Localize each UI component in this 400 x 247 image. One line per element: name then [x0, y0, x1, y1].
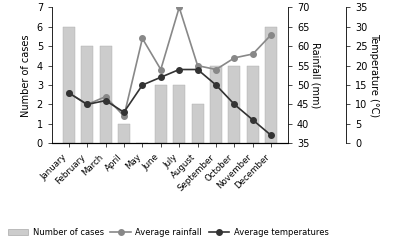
Average temperatures: [195, 68, 200, 71]
Y-axis label: Temperature (°C): Temperature (°C): [369, 33, 379, 117]
Average temperatures: [269, 134, 274, 137]
Average temperatures: [177, 68, 182, 71]
Bar: [228, 66, 240, 143]
Average rainfall: [269, 33, 274, 36]
Bar: [118, 124, 130, 143]
Average temperatures: [232, 103, 237, 106]
Bar: [210, 66, 222, 143]
Average rainfall: [140, 37, 145, 40]
Average temperatures: [122, 111, 126, 114]
Line: Average rainfall: Average rainfall: [66, 5, 274, 119]
Average rainfall: [122, 115, 126, 118]
Average temperatures: [214, 83, 218, 86]
Bar: [100, 46, 112, 143]
Average rainfall: [177, 6, 182, 9]
Y-axis label: Rainfall (mm): Rainfall (mm): [311, 42, 321, 108]
Bar: [63, 27, 75, 143]
Legend: Number of cases, Average rainfall, Average temperatures: Number of cases, Average rainfall, Avera…: [4, 225, 332, 240]
Bar: [265, 27, 277, 143]
Average rainfall: [158, 68, 163, 71]
Average temperatures: [66, 91, 71, 94]
Line: Average temperatures: Average temperatures: [66, 67, 274, 138]
Average temperatures: [85, 103, 90, 106]
Average rainfall: [195, 64, 200, 67]
Average rainfall: [85, 103, 90, 106]
Average temperatures: [250, 119, 255, 122]
Bar: [155, 85, 167, 143]
Bar: [81, 46, 93, 143]
Bar: [192, 104, 204, 143]
Bar: [173, 85, 185, 143]
Average rainfall: [232, 56, 237, 59]
Y-axis label: Number of cases: Number of cases: [21, 34, 31, 117]
Average temperatures: [158, 76, 163, 79]
Bar: [247, 66, 259, 143]
Average rainfall: [214, 68, 218, 71]
Average temperatures: [103, 99, 108, 102]
Average rainfall: [250, 53, 255, 56]
Average temperatures: [140, 83, 145, 86]
Average rainfall: [103, 95, 108, 98]
Average rainfall: [66, 91, 71, 94]
